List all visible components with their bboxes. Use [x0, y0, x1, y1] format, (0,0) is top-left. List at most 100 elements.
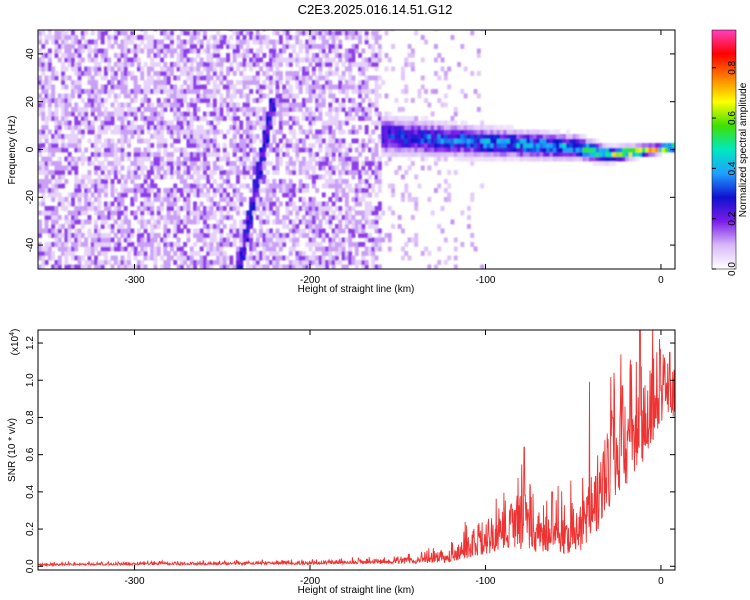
spectrogram-cell: [476, 107, 481, 112]
spectrogram-cell: [229, 224, 234, 229]
spectrogram-cell: [64, 206, 69, 211]
spectrogram-cell: [519, 152, 524, 157]
spectrogram-cell: [189, 102, 194, 108]
spectrogram-cell: [196, 179, 201, 184]
spectrogram-cell: [160, 80, 164, 85]
spectrogram-cell: [67, 156, 72, 162]
spectrogram-cell: [219, 192, 224, 198]
spectrogram-cell: [173, 215, 178, 220]
spectrogram-cell: [176, 62, 181, 67]
spectrogram-cell: [608, 152, 613, 157]
spectrogram-cell: [338, 125, 343, 130]
spectrogram-cell: [179, 120, 184, 126]
spectrogram-cell: [206, 246, 211, 252]
spectrogram-cell: [51, 89, 56, 94]
spectrogram-cell: [252, 242, 257, 247]
spectrogram-cell: [38, 111, 42, 117]
spectrogram-cell: [140, 35, 145, 40]
spectrogram-cell: [463, 129, 468, 135]
spectrogram-cell: [308, 35, 313, 40]
spectrogram-cell: [41, 188, 46, 193]
spectrogram-cell: [272, 165, 277, 171]
spectrogram-cell: [364, 233, 369, 238]
spectrogram-cell: [196, 147, 201, 153]
spectrogram-cell: [364, 89, 369, 94]
spectrogram-cell: [417, 143, 422, 148]
spectrogram-cell: [321, 260, 326, 265]
spectrogram-cell: [311, 183, 316, 189]
spectrogram-cell: [249, 224, 254, 229]
spectrogram-cell: [265, 152, 270, 157]
spectrogram-cell: [368, 138, 372, 144]
spectrogram-cell: [252, 120, 257, 126]
spectrogram-cell: [183, 111, 188, 117]
spectrogram-cell: [206, 98, 211, 103]
spectrogram-cell: [77, 228, 82, 234]
spectrogram-cell: [41, 53, 46, 58]
spectrogram-cell: [71, 93, 75, 99]
spectrogram-cell: [351, 89, 356, 94]
spectrogram-cell: [467, 152, 471, 157]
spectrogram-cell: [358, 224, 362, 229]
spectrogram-cell: [176, 255, 181, 261]
spectrogram-cell: [513, 129, 518, 135]
spectrogram-cell: [394, 120, 399, 126]
spectrogram-cell: [542, 152, 547, 157]
spectrogram-cell: [156, 147, 161, 153]
spectrogram-cell: [282, 120, 287, 126]
spectrogram-cell: [133, 116, 138, 121]
spectrogram-cell: [259, 174, 263, 180]
spectrogram-cell: [219, 215, 224, 220]
spectrogram-cell: [292, 242, 296, 247]
spectrogram-cell: [255, 206, 260, 211]
spectrogram-cell: [292, 134, 296, 139]
spectrogram-cell: [193, 30, 197, 36]
spectrogram-cell: [110, 80, 115, 85]
spectrogram-cell: [87, 39, 92, 45]
spectrogram-cell: [67, 165, 72, 171]
spectrogram-cell: [74, 215, 79, 220]
spectrogram-cell: [166, 156, 171, 162]
spectrogram-cell: [212, 107, 217, 112]
spectrogram-cell: [137, 228, 141, 234]
spectrogram-cell: [137, 219, 141, 225]
spectrogram-cell: [269, 48, 273, 54]
spectrogram-cell: [179, 30, 184, 36]
spectrogram-cell: [156, 188, 161, 193]
spectrogram-cell: [186, 192, 191, 198]
spectrogram-cell: [503, 147, 508, 153]
spectrogram-cell: [133, 53, 138, 58]
spectrogram-cell: [308, 129, 313, 135]
spectrogram-cell: [490, 143, 494, 148]
spectrogram-cell: [41, 147, 46, 153]
spectrogram-cell: [668, 143, 673, 148]
spectrogram-cell: [348, 48, 353, 54]
spectrogram-cell: [275, 215, 280, 220]
spectrogram-cell: [255, 71, 260, 76]
spectrogram-cell: [288, 179, 293, 184]
spectrogram-cell: [453, 246, 458, 252]
spectrogram-cell: [311, 201, 316, 207]
spectrogram-cell: [179, 260, 184, 265]
spectrogram-cell: [100, 30, 105, 36]
spectrogram-cell: [358, 197, 362, 202]
spectrogram-cell: [292, 233, 296, 238]
spectrogram-cell: [605, 161, 610, 166]
spectrogram-cell: [595, 138, 600, 144]
spectrogram-cell: [176, 75, 181, 81]
spectrogram-cell: [575, 134, 580, 139]
spectrogram-cell: [252, 264, 257, 269]
spectrogram-cell: [212, 66, 217, 72]
spectrogram-cell: [467, 156, 471, 162]
spectrogram-cell: [107, 206, 112, 211]
spectrogram-cell: [509, 129, 514, 135]
spectrogram-cell: [146, 201, 151, 207]
spectrogram-cell: [133, 183, 138, 189]
spectrogram-cell: [628, 156, 633, 162]
spectrogram-cell: [153, 224, 158, 229]
spectrogram-cell: [94, 237, 98, 243]
spectrogram-cell: [61, 62, 65, 67]
spectrogram-cell: [358, 84, 362, 90]
spectrogram-cell: [275, 66, 280, 72]
spectrogram-cell: [90, 192, 95, 198]
